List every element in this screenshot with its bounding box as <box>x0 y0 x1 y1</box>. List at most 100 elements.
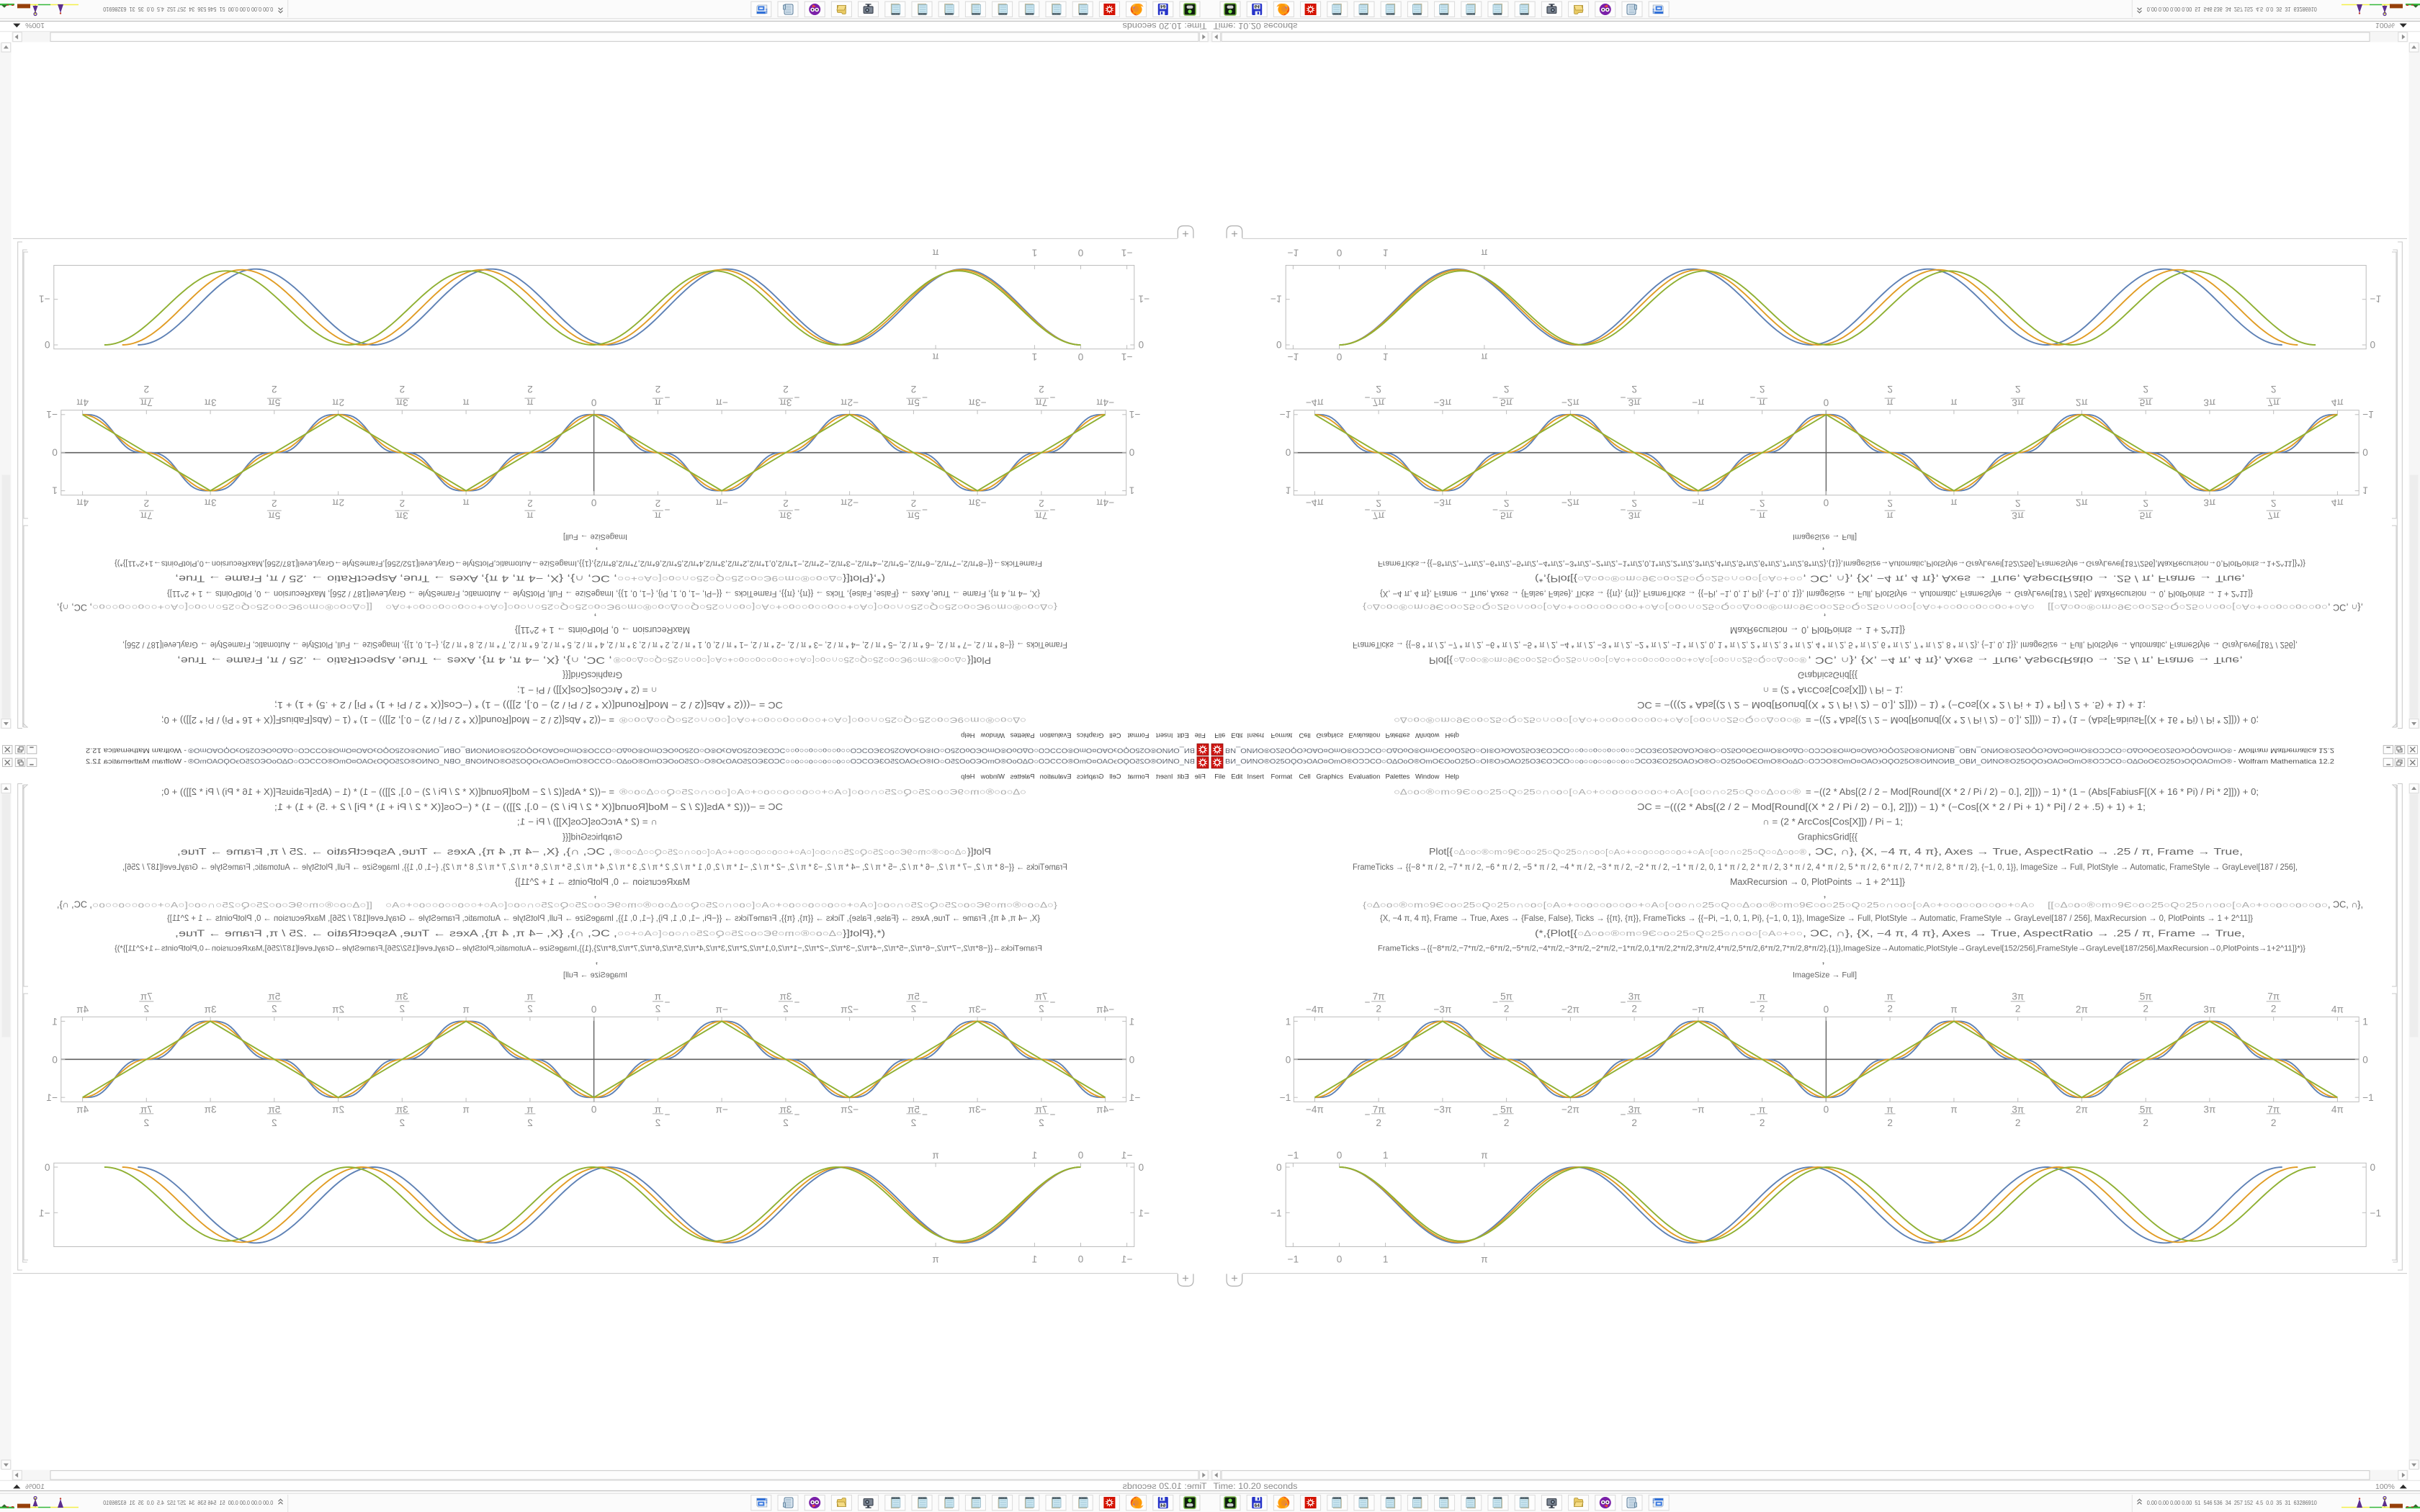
svg-text:2: 2 <box>144 498 150 509</box>
svg-text:5π: 5π <box>268 510 280 521</box>
svg-text:−1: −1 <box>2370 1207 2382 1218</box>
svg-text:GraphicsGrid[{{: GraphicsGrid[{{ <box>1798 832 1857 842</box>
svg-text:−4π: −4π <box>1096 397 1114 408</box>
svg-text:−: − <box>1049 1109 1055 1120</box>
svg-text:, ƆC, ∩}, {X, −4 π, 4 π}, Axes: , ƆC, ∩}, {X, −4 π, 4 π}, Axes → True, A… <box>1803 574 2245 584</box>
svg-text:−: − <box>1621 1109 1626 1120</box>
svg-text:Time: 10.20 seconds: Time: 10.20 seconds <box>1214 21 1298 30</box>
svg-text:○∆○о○®○m○9Є○о○25○Q○25○∩○о○[○А○: ○∆○о○®○m○9Є○о○25○Q○25○∩○о○[○А○+○○о○○о○○о… <box>613 848 967 857</box>
svg-text:○∆○о○®○m○9Є○о○25○Q○25○∩○о○[○А○: ○∆○о○®○m○9Є○о○25○Q○25○∩○о○[○А○+○○ <box>1577 930 1803 938</box>
svg-text:∩ = (2 * ArcCos[Cos[X]]) / Pi: ∩ = (2 * ArcCos[Cos[X]]) / Pi − 1; <box>1762 685 1903 695</box>
svg-text:−: − <box>1365 996 1371 1007</box>
svg-text:GraphicsGrid[{{: GraphicsGrid[{{ <box>563 670 622 680</box>
svg-text:= −((2 * Abs[(2 / 2 − Mod[Roun: = −((2 * Abs[(2 / 2 − Mod[Round[(X * 2 /… <box>1806 715 2259 725</box>
svg-text:7π: 7π <box>2267 1104 2280 1115</box>
svg-text:−1: −1 <box>1288 1150 1299 1161</box>
svg-text:1: 1 <box>1032 248 1038 258</box>
svg-text:, ƆC, ∩}, {X, −4 π, 4 π}, Axes: , ƆC, ∩}, {X, −4 π, 4 π}, Axes → True, A… <box>177 847 612 857</box>
svg-text:∩ = (2 * ArcCos[Cos[X]]) / Pi: ∩ = (2 * ArcCos[Cos[X]]) / Pi − 1; <box>517 817 658 827</box>
svg-text:Insert: Insert <box>1156 772 1173 780</box>
svg-text:64: 64 <box>1255 4 1260 9</box>
svg-text:○∆○о○®○m○9Є○о○25○Q○25○∩○о○[○А○: ○∆○о○®○m○9Є○о○25○Q○25○∩○о○[○А○+○○о○○о○○о… <box>1453 655 1807 664</box>
svg-text:0: 0 <box>1138 339 1144 350</box>
svg-text:2π: 2π <box>2076 397 2088 408</box>
svg-text:7π: 7π <box>1373 1104 1385 1115</box>
svg-text:−: − <box>794 1109 799 1120</box>
svg-text:−: − <box>922 996 928 1007</box>
svg-text:Window: Window <box>1415 772 1440 780</box>
svg-text:2π: 2π <box>2076 1104 2088 1115</box>
svg-text:5π: 5π <box>2140 991 2152 1002</box>
svg-text:2: 2 <box>2015 1004 2021 1014</box>
svg-text:7π: 7π <box>2267 991 2280 1002</box>
svg-text:2: 2 <box>1760 384 1765 395</box>
svg-text:,: , <box>1821 546 1825 557</box>
svg-text:[[○∆○о○®○m○9Є○о○25○Q○25○∩○о○[○: [[○∆○о○®○m○9Є○о○25○Q○25○∩○о○[○А○+○○о○○о○… <box>2048 603 2328 611</box>
svg-text:0: 0 <box>591 1004 596 1014</box>
svg-text:7π: 7π <box>140 1104 153 1115</box>
svg-text:0: 0 <box>2370 1162 2376 1173</box>
svg-text:−1: −1 <box>39 294 50 305</box>
svg-text:0: 0 <box>1824 1104 1829 1115</box>
svg-text:{○∆○о○®○m○9Є○о○25○Q○25○∩○о○[○А: {○∆○о○®○m○9Є○о○25○Q○25○∩○о○[○А○+○○о○○о○○… <box>1363 603 2035 611</box>
svg-text:1: 1 <box>1129 485 1135 496</box>
svg-text:Edit: Edit <box>1231 732 1243 740</box>
svg-text:0: 0 <box>1138 1162 1144 1173</box>
svg-text:−π: −π <box>1692 1104 1704 1115</box>
svg-text:1: 1 <box>1032 1254 1038 1265</box>
svg-text:, ƆC, ∩}, {X, −4 π, 4 π}, Axes: , ƆC, ∩}, {X, −4 π, 4 π}, Axes → True, A… <box>177 655 612 665</box>
svg-text:,: , <box>593 613 597 623</box>
svg-text:0: 0 <box>2362 447 2368 458</box>
svg-text:−: − <box>794 505 799 516</box>
svg-text:1: 1 <box>1286 485 1291 496</box>
svg-text:Palettes: Palettes <box>1010 772 1034 780</box>
svg-text:3π: 3π <box>396 397 408 408</box>
svg-text:FrameTicks→{{−8*π/2,−7*π/2,−6*: FrameTicks→{{−8*π/2,−7*π/2,−6*π/2,−5*π/2… <box>1378 559 2305 567</box>
svg-text:0: 0 <box>591 498 596 508</box>
svg-text:5π: 5π <box>1500 1104 1512 1115</box>
svg-text:0: 0 <box>45 1162 50 1173</box>
svg-text:π: π <box>655 510 661 521</box>
svg-text:2π: 2π <box>332 397 344 408</box>
svg-text:0: 0 <box>1824 498 1829 508</box>
svg-text:2: 2 <box>783 384 789 395</box>
svg-text:○∆○о○®○m○9Є○о○25○Q○25○∩○о○[○А○: ○∆○о○®○m○9Є○о○25○Q○25○∩○о○[○А○+○○ <box>1577 574 1803 582</box>
svg-text:Evaluation: Evaluation <box>1040 732 1072 740</box>
svg-text:Time: 10.20 seconds: Time: 10.20 seconds <box>1122 21 1206 30</box>
svg-text:Help: Help <box>1446 732 1459 740</box>
svg-text:0: 0 <box>1286 447 1291 458</box>
svg-text:○∆○о○®○m○9Є○о○25○Q○25○∩○о○[○А○: ○∆○о○®○m○9Є○о○25○Q○25○∩○о○[○А○+○○о○○о○○о… <box>619 715 1026 724</box>
svg-text:1: 1 <box>1383 351 1389 362</box>
svg-text:Graphics: Graphics <box>1317 732 1344 740</box>
svg-text:0: 0 <box>1129 1054 1134 1065</box>
svg-text:2: 2 <box>144 384 150 395</box>
svg-text:2: 2 <box>911 498 917 509</box>
svg-text:−: − <box>1621 505 1626 516</box>
svg-text:2: 2 <box>2271 498 2277 509</box>
svg-text:−1: −1 <box>1288 351 1299 362</box>
svg-text:Format: Format <box>1271 772 1293 780</box>
svg-text:○∆○о○®○m○9Є○о○25○Q○25○∩○о○[○А○: ○∆○о○®○m○9Є○о○25○Q○25○∩○о○[○А○+○○о○○о○○о… <box>619 788 1026 797</box>
svg-text:0.00 0.00 0.00 0.00 51 546 5: 0.00 0.00 0.00 0.00 51 546 536 34 257 15… <box>103 1499 273 1506</box>
svg-text:3π: 3π <box>205 397 217 408</box>
svg-text:π: π <box>1759 1104 1765 1115</box>
svg-text:−: − <box>664 505 670 516</box>
svg-text:π: π <box>655 397 661 408</box>
svg-text:{X, −4 π, 4 π}, Frame → True,: {X, −4 π, 4 π}, Frame → True, Axes → {Fa… <box>1380 589 2253 599</box>
svg-text:2: 2 <box>655 498 661 509</box>
svg-text:2: 2 <box>783 1004 789 1014</box>
svg-text:- Wolfram Mathematica 12.2: - Wolfram Mathematica 12.2 <box>2233 758 2334 765</box>
svg-text:1: 1 <box>2362 1016 2368 1027</box>
svg-text:0: 0 <box>2362 1054 2368 1065</box>
svg-text:−1: −1 <box>1139 1207 1150 1218</box>
svg-text:Palettes: Palettes <box>1386 732 1410 740</box>
svg-text:−1: −1 <box>1121 1254 1133 1265</box>
svg-text:−: − <box>1750 392 1756 403</box>
svg-text:∩ = (2 * ArcCos[Cos[X]]) / Pi: ∩ = (2 * ArcCos[Cos[X]]) / Pi − 1; <box>517 685 658 695</box>
svg-text:4π: 4π <box>76 397 89 408</box>
svg-text:−1: −1 <box>46 409 58 420</box>
svg-text:7π: 7π <box>2267 510 2280 521</box>
svg-text:2: 2 <box>1760 1004 1765 1014</box>
svg-text:,: , <box>1823 613 1827 623</box>
svg-text:−2π: −2π <box>841 1004 859 1014</box>
